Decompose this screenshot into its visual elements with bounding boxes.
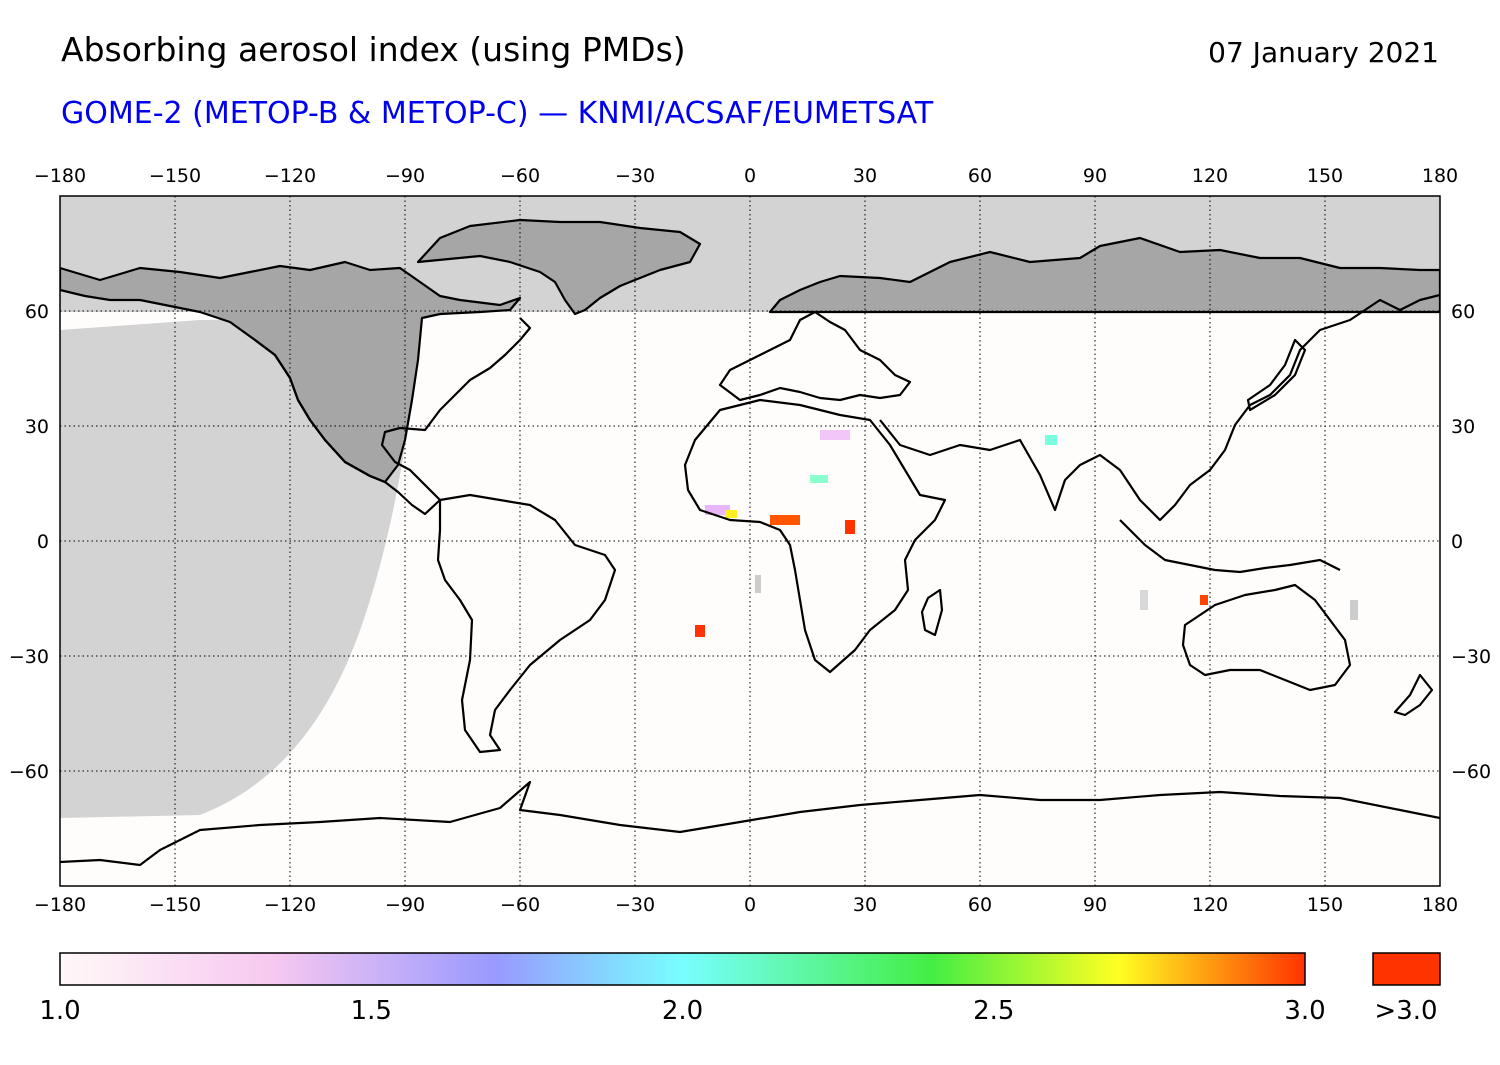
aerosol-patch xyxy=(725,510,737,518)
lon-tick-label: −90 xyxy=(385,165,425,187)
coastline-japan xyxy=(1246,338,1307,412)
lat-tick-label: −30 xyxy=(1451,646,1491,668)
colorbar-tick-label: 1.5 xyxy=(351,996,392,1026)
lon-tick-label: 30 xyxy=(853,894,877,916)
lat-tick-label: 30 xyxy=(1451,416,1475,438)
colorbar: 1.0 1.5 2.0 2.5 3.0 >3.0 xyxy=(39,952,1441,1026)
lon-tick-label: 150 xyxy=(1307,165,1343,187)
coastline-australia xyxy=(1181,583,1352,692)
map-date: 07 January 2021 xyxy=(1208,36,1439,69)
lon-tick-label: 60 xyxy=(968,165,992,187)
colorbar-over-swatch xyxy=(1372,952,1441,986)
coastlines xyxy=(60,293,1440,867)
map-subtitle: GOME-2 (METOP-B & METOP-C) — KNMI/ACSAF/… xyxy=(61,96,934,131)
lon-tick-label: 30 xyxy=(853,165,877,187)
lon-tick-label: −30 xyxy=(615,165,655,187)
orbit-gap-west-strip xyxy=(60,525,95,665)
coastline-madagascar xyxy=(920,588,944,637)
lon-tick-label: 60 xyxy=(968,894,992,916)
lon-tick-label: −150 xyxy=(149,165,201,187)
lon-tick-label: −120 xyxy=(264,165,316,187)
lon-tick-label: 120 xyxy=(1192,165,1228,187)
aerosol-patch xyxy=(755,575,761,593)
lon-ticks-top: −180 −150 −120 −90 −60 −30 0 30 60 90 120 150 180 xyxy=(34,165,1458,187)
aerosol-patch xyxy=(820,430,850,440)
lon-tick-label: −30 xyxy=(615,894,655,916)
map-title: Absorbing aerosol index (using PMDs) xyxy=(61,30,686,69)
coastline-south-america xyxy=(436,493,617,754)
coastline-new-zealand xyxy=(1393,673,1434,717)
aerosol-patch xyxy=(770,515,800,525)
lat-ticks-right: 60 30 0 −30 −60 xyxy=(1451,301,1491,783)
greenland xyxy=(416,218,702,316)
colorbar-tick-label: 2.5 xyxy=(973,996,1014,1026)
lon-tick-label: −90 xyxy=(385,894,425,916)
lon-tick-label: 150 xyxy=(1307,894,1343,916)
lon-tick-label: 90 xyxy=(1083,165,1107,187)
map-frame xyxy=(59,195,1441,887)
colorbar-tick-label: 2.0 xyxy=(662,996,703,1026)
coastline-asia xyxy=(879,293,1440,522)
lon-tick-label: −120 xyxy=(264,894,316,916)
lon-ticks-bottom: −180 −150 −120 −90 −60 −30 0 30 60 90 120 150 180 xyxy=(34,894,1458,916)
aerosol-signal-patches xyxy=(695,430,1358,637)
lon-tick-label: 0 xyxy=(744,165,756,187)
aerosol-patch xyxy=(705,505,730,515)
lon-tick-label: 180 xyxy=(1422,165,1458,187)
map-panel xyxy=(60,196,1440,886)
lon-tick-label: −60 xyxy=(500,165,540,187)
lon-tick-label: −60 xyxy=(500,894,540,916)
lon-tick-label: 90 xyxy=(1083,894,1107,916)
coastline-antarctica xyxy=(60,780,1440,867)
coastline-europe xyxy=(718,310,912,402)
aerosol-patch xyxy=(845,520,855,534)
lat-tick-label: −60 xyxy=(1451,761,1491,783)
lat-tick-label: 60 xyxy=(25,301,49,323)
colorbar-tick-label: 3.0 xyxy=(1284,996,1325,1026)
lat-tick-label: 0 xyxy=(1451,531,1463,553)
lat-tick-label: −60 xyxy=(9,761,49,783)
lat-tick-label: 0 xyxy=(37,531,49,553)
lat-ticks-left: 60 30 0 −30 −60 xyxy=(9,301,49,783)
lon-tick-label: −180 xyxy=(34,165,86,187)
aerosol-patch xyxy=(810,475,828,483)
aerosol-patch xyxy=(1140,590,1148,610)
aerosol-patch xyxy=(1350,600,1358,620)
lat-tick-label: 60 xyxy=(1451,301,1475,323)
coastline-indonesia xyxy=(1119,519,1341,574)
lon-tick-label: 0 xyxy=(744,894,756,916)
lon-tick-label: −180 xyxy=(34,894,86,916)
coastline-africa xyxy=(683,398,947,674)
colorbar-gradient xyxy=(59,952,1306,986)
aerosol-patch xyxy=(1045,435,1057,445)
lon-tick-label: 120 xyxy=(1192,894,1228,916)
coastline-north-america xyxy=(254,317,532,516)
graticule xyxy=(60,196,1440,886)
eurasia-land xyxy=(768,236,1440,314)
lon-tick-label: −150 xyxy=(149,894,201,916)
colorbar-tick-label: 1.0 xyxy=(39,996,80,1026)
colorbar-tick-labels: 1.0 1.5 2.0 2.5 3.0 xyxy=(39,996,1325,1026)
lon-tick-label: 180 xyxy=(1422,894,1458,916)
lat-tick-label: 30 xyxy=(25,416,49,438)
aerosol-patch xyxy=(695,625,705,637)
colorbar-over-label: >3.0 xyxy=(1374,996,1437,1026)
aerosol-patch xyxy=(1200,595,1208,605)
lat-tick-label: −30 xyxy=(9,646,49,668)
